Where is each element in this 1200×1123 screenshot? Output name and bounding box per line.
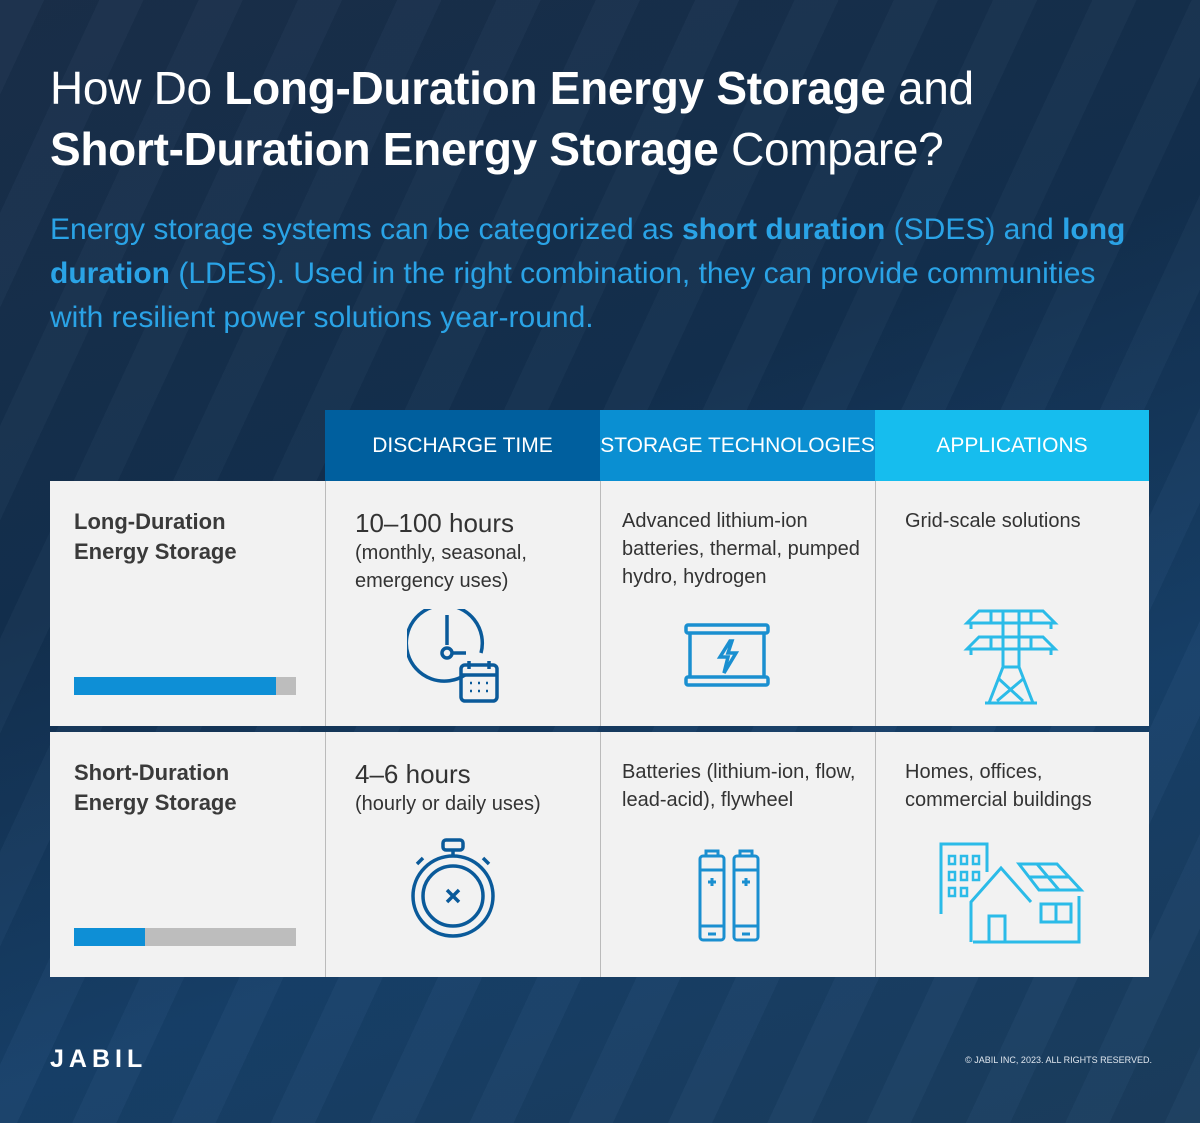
duration-bar-fill	[74, 677, 277, 695]
copyright: © JABIL INC, 2023. ALL RIGHTS RESERVED.	[965, 1055, 1152, 1065]
duration-bar	[74, 928, 296, 946]
battery-lightning-icon	[684, 623, 770, 687]
row-label: Long-Duration Energy Storage	[74, 509, 237, 564]
batteries-icon	[698, 849, 760, 942]
column-header-applications: APPLICATIONS	[875, 410, 1149, 481]
storage-technologies: Advanced lithium-ion batteries, thermal,…	[622, 510, 860, 588]
discharge-time: 4–6 hours	[355, 759, 471, 789]
applications: Homes, offices, commercial buildings	[905, 761, 1092, 811]
house-solar-building-icon	[939, 842, 1085, 944]
table-row-ldes: Long-Duration Energy Storage 10–100 hours…	[50, 481, 1149, 726]
clock-calendar-icon	[407, 609, 499, 703]
duration-bar	[74, 677, 296, 695]
intro-text: Energy storage systems can be categorize…	[50, 213, 1126, 334]
power-tower-icon	[963, 609, 1059, 705]
discharge-time: 10–100 hours	[355, 508, 515, 538]
discharge-uses: (hourly or daily uses)	[355, 793, 541, 815]
applications: Grid-scale solutions	[905, 510, 1081, 532]
storage-technologies: Batteries (lithium-ion, flow, lead-acid)…	[622, 761, 856, 811]
stopwatch-icon	[411, 838, 495, 938]
column-header-discharge-time: DISCHARGE TIME	[325, 410, 600, 481]
column-header-storage-technologies: STORAGE TECHNOLOGIES	[600, 410, 875, 481]
duration-bar-fill	[74, 928, 146, 946]
discharge-uses: (monthly, seasonal, emergency uses)	[355, 542, 527, 592]
table-row-sdes: Short-Duration Energy Storage 4–6 hours (h…	[50, 732, 1149, 977]
page-title: How Do Long-Duration Energy Storage and …	[50, 62, 974, 175]
jabil-logo: JABIL	[50, 1045, 148, 1073]
row-label: Short-Duration Energy Storage	[74, 760, 237, 815]
